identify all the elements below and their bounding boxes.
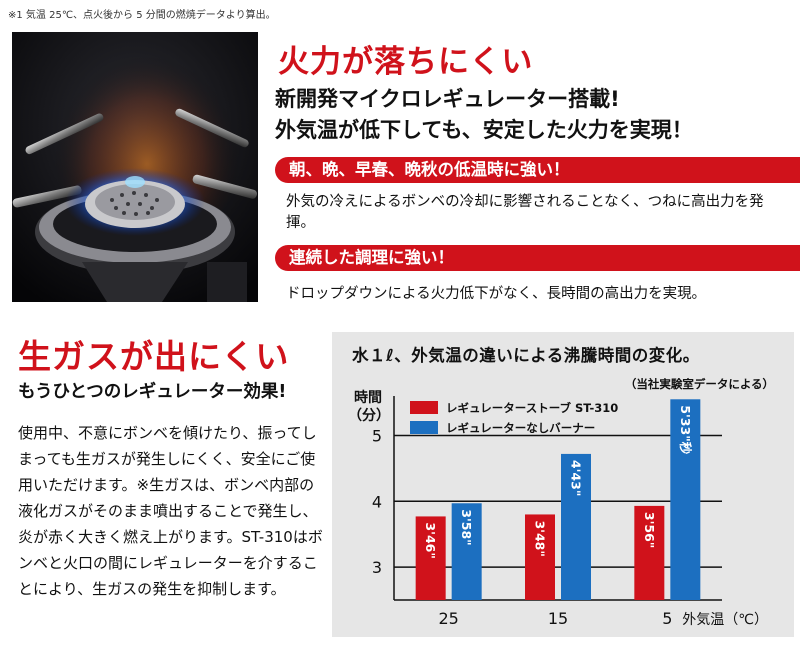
section2-body: 使用中、不意にボンベを傾けたり、振ってしまっても生ガスが発生しにくく、安全にご使… bbox=[18, 424, 323, 598]
boil-time-chart: 水１ℓ、外気温の違いによる沸騰時間の変化。 （当社実験室データによる） 時間 （分… bbox=[332, 332, 794, 637]
low-temp-text: 外気の冷えによるボンベの冷却に影響されることなく、つねに高出力を発揮。 bbox=[286, 194, 764, 231]
legend-swatch bbox=[410, 421, 438, 434]
bar-value-label: 3'46" bbox=[423, 522, 438, 558]
burner-photo bbox=[12, 32, 258, 302]
section1-subtitle: 新開発マイクロレギュレーター搭載! 外気温が低下しても、安定した火力を実現！ bbox=[275, 84, 693, 146]
legend-swatch bbox=[410, 401, 438, 414]
x-tick-label: 5 bbox=[662, 609, 672, 628]
bar-value-label: 3'58" bbox=[459, 509, 474, 545]
y-tick-label: 5 bbox=[372, 426, 382, 445]
bar-value-label: 3'56" bbox=[642, 512, 657, 548]
section2-title: 生ガスが出にくい bbox=[18, 337, 290, 376]
section1-subtitle-line2: 外気温が低下しても、安定した火力を実現！ bbox=[275, 118, 693, 142]
legend-label: レギュレーターなしバーナー bbox=[446, 421, 595, 435]
bar-value-label: 3'48" bbox=[533, 520, 548, 556]
chart-title: 水１ℓ、外気温の違いによる沸騰時間の変化。 bbox=[352, 346, 700, 365]
ribbon-continuous: 連続した調理に強い！ bbox=[275, 245, 800, 271]
y-axis-label: 時間 bbox=[354, 389, 382, 406]
y-tick-label: 4 bbox=[372, 492, 382, 511]
bar-value-label: 5'33"秒 bbox=[678, 405, 693, 454]
y-tick-label: 3 bbox=[372, 558, 382, 577]
ribbon-low-temp: 朝、晩、早春、晩秋の低温時に強い！ bbox=[275, 157, 800, 183]
legend-label: レギュレーターストーブ ST-310 bbox=[446, 401, 618, 415]
bar bbox=[415, 516, 446, 600]
y-axis-unit: （分） bbox=[348, 408, 390, 424]
section1-subtitle-line1: 新開発マイクロレギュレーター搭載! bbox=[275, 87, 620, 111]
chart-source: （当社実験室データによる） bbox=[624, 377, 774, 391]
chart-canvas: 時間 （分） 3 4 5 レギュレーターストーブ ST-310 レギュレーターなしバーナー 3… bbox=[348, 389, 768, 628]
bar bbox=[634, 505, 665, 600]
bar bbox=[525, 514, 555, 600]
section1-title: 火力が落ちにくい bbox=[278, 44, 534, 80]
bar bbox=[451, 503, 482, 600]
x-axis-label: 外気温（℃） bbox=[682, 612, 768, 628]
continuous-text: ドロップダウンによる火力低下がなく、長時間の高出力を実現。 bbox=[286, 286, 707, 302]
bar-value-label: 4'43" bbox=[569, 460, 584, 496]
x-tick-label: 15 bbox=[548, 609, 568, 628]
bar bbox=[670, 399, 701, 600]
footnote: ※1 気温 25℃、点火後から 5 分間の燃焼データより算出。 bbox=[8, 10, 276, 21]
bar bbox=[561, 453, 591, 600]
x-tick-label: 25 bbox=[438, 609, 458, 628]
section2-subtitle: もうひとつのレギュレーター効果! bbox=[18, 382, 287, 402]
